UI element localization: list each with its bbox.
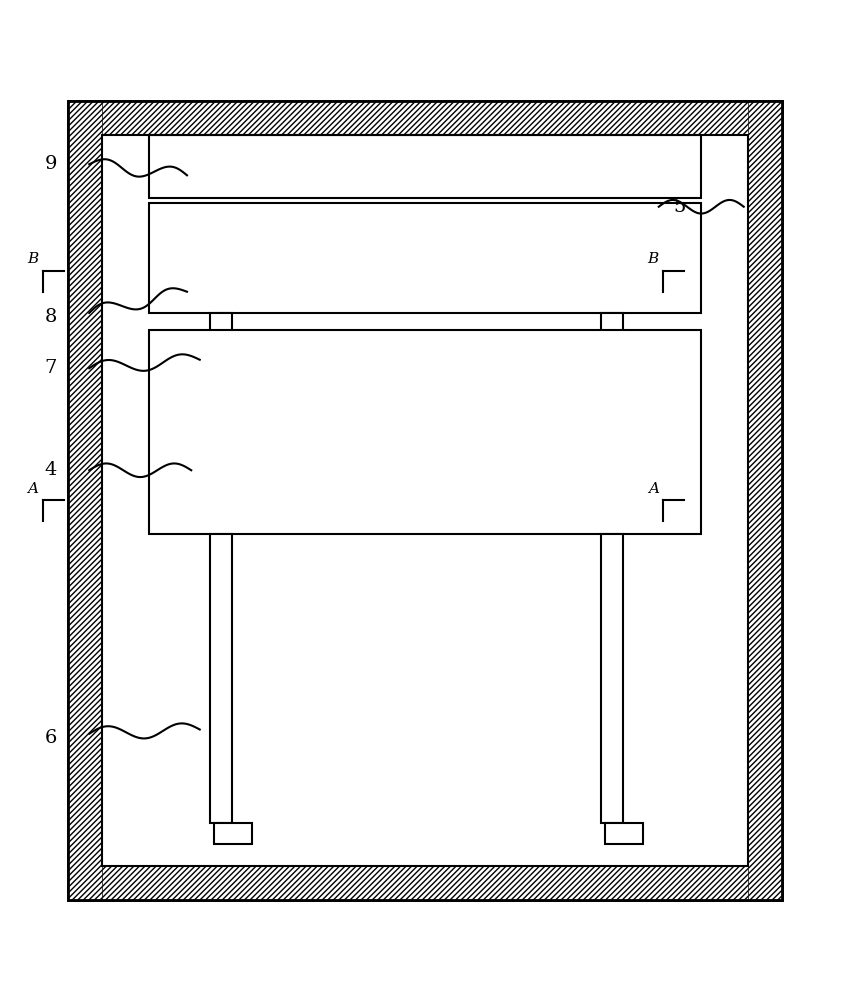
Text: B: B [27,252,38,266]
Text: B: B [648,252,659,266]
Bar [149,202,701,313]
Text: 7: 7 [45,359,57,377]
Bar [601,313,622,347]
Bar [68,101,782,134]
Bar [68,101,782,900]
Bar [102,135,748,865]
Bar [748,101,782,900]
Bar [149,134,701,198]
Bar [210,534,231,823]
Text: 6: 6 [45,729,57,747]
Bar [68,101,782,900]
Bar [210,313,231,347]
Bar [102,135,748,865]
Bar [605,823,643,844]
Bar [68,865,782,900]
Text: 4: 4 [45,461,57,479]
Bar [214,823,252,844]
Bar [601,534,622,823]
Bar [149,330,701,534]
Text: A: A [27,482,38,496]
Text: 5: 5 [674,198,686,216]
Bar [68,101,102,900]
Text: 9: 9 [45,155,57,173]
Text: 8: 8 [45,308,57,326]
Text: A: A [648,482,659,496]
